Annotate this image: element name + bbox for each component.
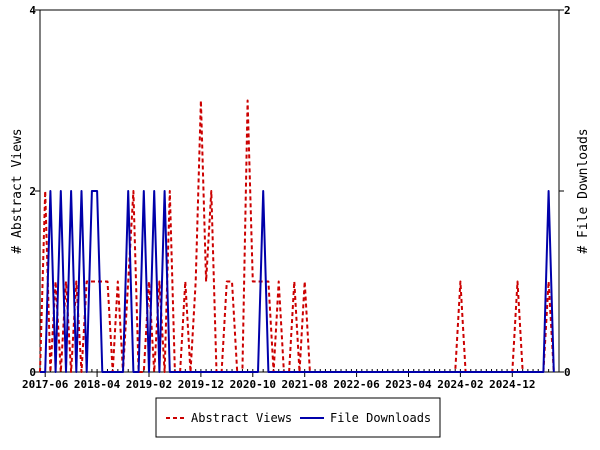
x-tick-label: 2022-06 — [333, 378, 380, 391]
y-left-tick-label: 0 — [29, 366, 36, 379]
ticks: 2017-06 2018-04 2019-02 2019-12 2020-10 2021-… — [22, 4, 571, 391]
x-tick-label: 2021-08 — [282, 378, 328, 391]
series-line-file-downloads — [40, 190, 555, 373]
x-tick-label: 2017-06 — [22, 378, 69, 391]
y-axis-left-title: # Abstract Views — [10, 128, 25, 253]
x-tick-label: 2023-04 — [385, 378, 432, 391]
x-tick-label: 2020-10 — [230, 378, 276, 391]
x-tick-label: 2024-02 — [437, 378, 483, 391]
legend-label-file-downloads: File Downloads — [330, 411, 431, 425]
series-layer — [39, 99, 555, 373]
plot-frame — [39, 9, 560, 373]
axes — [39, 9, 560, 373]
legend-label-abstract-views: Abstract Views — [191, 411, 292, 425]
x-tick-label: 2018-04 — [74, 378, 121, 391]
x-tick-label: 2019-12 — [178, 378, 224, 391]
y-axis-right-title: # File Downloads — [576, 128, 591, 253]
legend-box — [155, 397, 441, 438]
y-left-tick-label: 4 — [29, 4, 36, 17]
x-tick-label: 2019-02 — [126, 378, 172, 391]
y-right-tick-label: 0 — [564, 366, 571, 379]
series-line-abstract-views — [39, 99, 555, 373]
y-right-tick-label: 2 — [564, 4, 571, 17]
y-left-tick-label: 2 — [29, 185, 36, 198]
x-tick-label: 2024-12 — [489, 378, 535, 391]
legend: Abstract Views File Downloads — [155, 397, 441, 438]
